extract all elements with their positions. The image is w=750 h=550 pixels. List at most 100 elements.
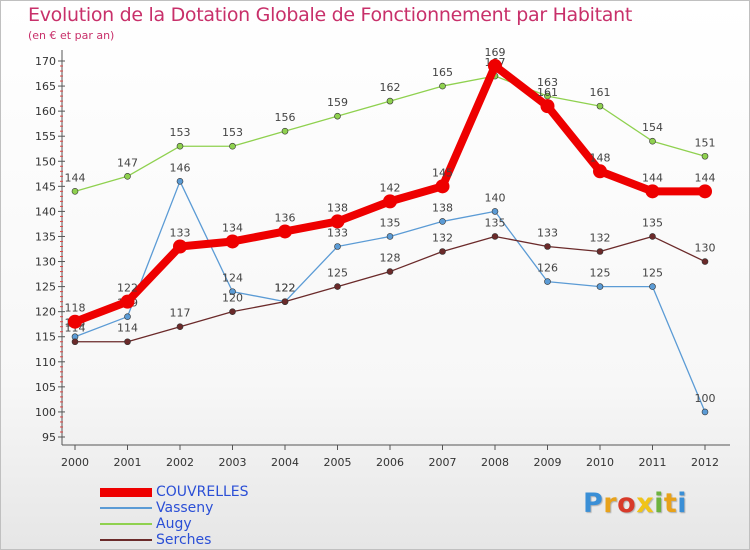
data-point [439,82,446,90]
y-tick-label: 120 [35,306,56,319]
data-point [491,233,499,240]
series-vasseny: 115119146124122133135138140126125125100 [65,161,716,416]
data-point [386,233,394,240]
data-point [334,112,341,120]
data-point [225,234,240,249]
data-point [701,152,709,160]
data-point [176,142,184,150]
data-label: 120 [222,292,243,305]
y-tick-label: 155 [35,130,56,143]
data-point [649,283,656,290]
x-tick-label: 2000 [61,456,89,469]
data-label: 132 [590,232,611,245]
x-tick-label: 2007 [429,456,457,469]
data-point [334,243,341,250]
data-label: 159 [327,96,348,109]
data-point [491,208,499,215]
data-label: 125 [590,267,611,280]
data-point [120,294,135,309]
data-label: 114 [117,322,138,335]
series-couvrelles: 118 122 133 134 136 138 142 145 169 161 148 144 144 [65,46,716,329]
data-point [68,314,82,329]
series-augy: 144147153153156159162165167163161154151 [65,56,716,195]
data-point [544,92,551,100]
data-point [701,408,709,416]
legend-item-couvrelles: COUVRELLES [100,484,249,500]
data-label: 153 [170,126,191,139]
data-label: 154 [642,121,663,134]
legend-swatch [100,487,152,497]
data-label: 136 [275,211,296,224]
x-tick-label: 2011 [639,456,667,469]
data-label: 144 [642,171,663,184]
data-point [701,258,709,265]
data-label: 153 [222,126,243,139]
data-label: 135 [642,216,663,229]
data-label: 135 [380,216,401,229]
y-tick-label: 160 [35,105,56,118]
data-label: 132 [432,232,453,245]
x-tick-label: 2002 [166,456,194,469]
data-point [173,239,187,254]
data-point [386,97,394,105]
data-label: 126 [537,262,558,275]
data-label: 133 [327,226,348,239]
x-tick-label: 2001 [114,456,142,469]
data-label: 147 [117,156,138,169]
data-label: 146 [170,161,191,174]
legend-item-serches: Serches [100,532,249,548]
data-point [330,214,345,229]
y-tick-label: 105 [35,381,56,394]
data-label: 144 [695,171,716,184]
data-point [596,102,604,110]
data-point [124,173,131,180]
y-tick-label: 95 [42,431,56,444]
data-label: 135 [485,216,506,229]
data-point [176,178,184,185]
data-label: 165 [432,66,453,79]
data-point [124,338,131,346]
data-label: 138 [432,201,453,214]
data-point [593,164,607,179]
x-tick-label: 2010 [586,456,614,469]
y-tick-label: 165 [35,80,56,93]
data-point [71,188,79,195]
y-tick-label: 135 [35,230,56,243]
data-point [698,184,712,199]
data-point [439,248,446,255]
data-point [435,179,450,194]
data-point [281,298,289,305]
data-point [596,283,604,290]
data-label: 100 [695,392,716,405]
y-tick-label: 170 [35,55,56,68]
y-minor-ticks [60,65,63,433]
data-label: 128 [380,252,401,265]
x-tick-label: 2012 [691,456,719,469]
chart-subtitle: (en € et par an) [28,29,115,42]
x-tick-label: 2004 [271,456,299,469]
legend-swatch [100,539,152,541]
data-point [544,278,551,285]
data-label: 122 [117,282,138,295]
legend-label: Vasseny [156,500,214,516]
data-point [229,142,236,150]
data-label: 140 [485,191,506,204]
data-label: 133 [537,226,558,239]
y-tick-label: 145 [35,180,56,193]
data-label: 122 [275,282,296,295]
data-point [334,283,341,290]
data-point [649,233,656,240]
x-tick-label: 2003 [219,456,247,469]
legend-item-augy: Augy [100,516,249,532]
data-point [386,268,394,275]
data-label: 117 [170,307,191,320]
data-label: 148 [590,151,611,164]
data-point [229,308,236,315]
data-label: 161 [537,86,558,99]
data-point [488,59,502,74]
legend-swatch [100,523,152,525]
data-point [278,224,292,239]
data-label: 133 [170,226,191,239]
y-tick-label: 110 [35,356,56,369]
